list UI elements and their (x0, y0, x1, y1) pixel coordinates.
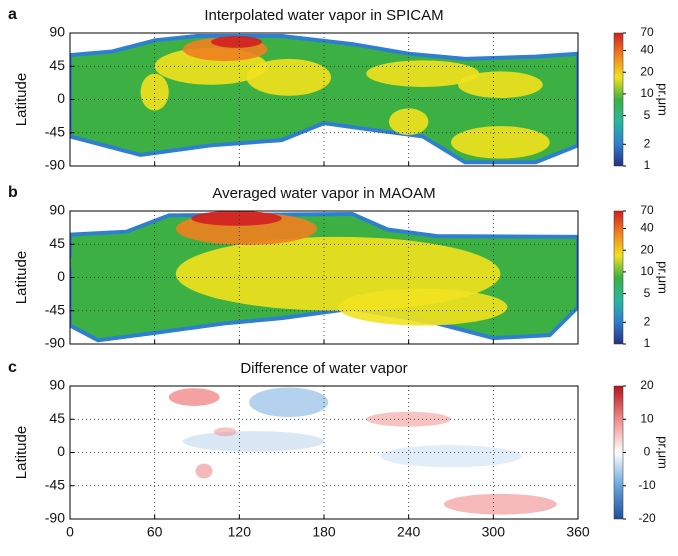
colorbar-tick-label: 10 (640, 264, 654, 278)
field-patch (366, 60, 480, 87)
y-tick-label: 90 (49, 202, 65, 218)
x-tick-label: 60 (147, 524, 163, 540)
colorbar-tick-label: 2 (644, 136, 651, 150)
field-patch (211, 35, 262, 48)
panel-title: Difference of water vapor (240, 360, 407, 377)
y-tick-label: 45 (49, 235, 65, 251)
x-tick-label: 0 (66, 524, 74, 540)
colorbar-tick-label: 1 (644, 158, 651, 172)
y-tick-label: 0 (57, 268, 65, 284)
y-tick-label: -90 (45, 510, 65, 526)
field-patch (443, 493, 557, 515)
plot-frame (69, 385, 579, 520)
colorbar-label: pr.μm (656, 83, 671, 116)
colorbar-tick-label: 1 (644, 336, 651, 350)
y-axis-label: Latitude (13, 251, 30, 304)
y-tick-label: 45 (49, 410, 65, 426)
colorbar-tick-label: 10 (640, 411, 654, 425)
colorbar-tick-label: 70 (640, 203, 654, 217)
colorbar-label: pr.μm (656, 261, 671, 294)
y-axis-label: Latitude (13, 426, 30, 479)
colorbar-tick-label: 20 (640, 242, 654, 256)
field-patch (168, 388, 220, 406)
y-tick-label: -45 (45, 301, 65, 317)
colorbar (613, 210, 624, 345)
panel-letter: b (8, 184, 18, 201)
colorbar-tick-label: -20 (638, 511, 656, 525)
colorbar-tick-label: 5 (644, 286, 651, 300)
y-tick-label: -90 (45, 335, 65, 351)
field-patch (70, 240, 155, 285)
x-tick-label: 240 (397, 524, 421, 540)
field (168, 387, 557, 515)
colorbar-tick-label: 40 (640, 43, 654, 57)
y-tick-label: 45 (49, 57, 65, 73)
colorbar-tick-label: -10 (638, 478, 656, 492)
field-patch (249, 387, 329, 418)
y-tick-label: 0 (57, 90, 65, 106)
y-tick-label: 90 (49, 377, 65, 393)
field-patch (458, 71, 543, 99)
field-patch (182, 431, 324, 452)
colorbar-tick-label: 20 (640, 64, 654, 78)
colorbar-tick-label: 70 (640, 25, 654, 39)
colorbar (613, 32, 624, 167)
colorbar-tick-label: 20 (640, 378, 654, 392)
colorbar-tick-label: 10 (640, 86, 654, 100)
colorbar-label: pr.μm (656, 436, 671, 469)
colorbar-tick-label: 0 (644, 445, 651, 459)
field-patch (213, 427, 237, 437)
y-tick-label: -45 (45, 476, 65, 492)
field-patch (195, 463, 213, 479)
field-patch (380, 445, 522, 468)
field-patch (451, 126, 550, 159)
colorbar (613, 385, 624, 520)
y-tick-label: -45 (45, 123, 65, 139)
colorbar-tick-label: 40 (640, 221, 654, 235)
panel-letter: a (8, 6, 17, 23)
x-tick-label: 180 (312, 524, 336, 540)
y-tick-label: 0 (57, 443, 65, 459)
panel-title: Averaged water vapor in MAOAM (212, 185, 435, 202)
plot-frame (69, 210, 579, 345)
field-patch (191, 211, 282, 226)
x-tick-label: 120 (228, 524, 252, 540)
field-patch (140, 73, 169, 111)
colorbar-tick-label: 5 (644, 108, 651, 122)
y-tick-label: -90 (45, 157, 65, 173)
field (70, 211, 578, 343)
plot-frame (69, 32, 579, 167)
field-patch (338, 288, 508, 326)
field-patch (246, 58, 332, 96)
field-patch (366, 411, 451, 427)
y-tick-label: 90 (49, 24, 65, 40)
colorbar-tick-label: 2 (644, 314, 651, 328)
panel-title: Interpolated water vapor in SPICAM (204, 7, 443, 24)
y-axis-label: Latitude (13, 73, 30, 126)
x-tick-label: 360 (566, 524, 590, 540)
panel-letter: c (8, 359, 17, 376)
x-tick-label: 300 (482, 524, 506, 540)
